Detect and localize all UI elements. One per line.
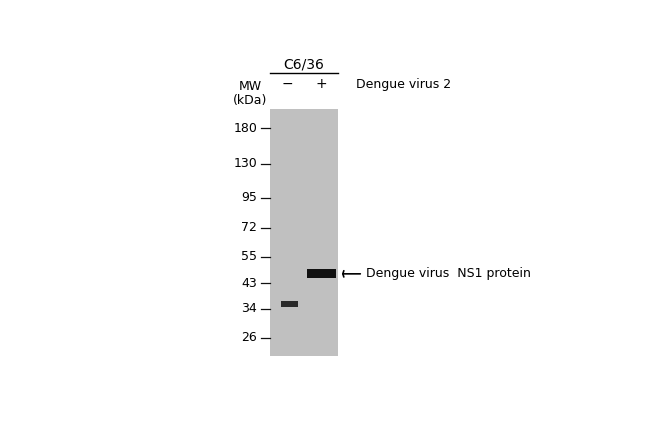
Text: 95: 95 bbox=[241, 191, 257, 204]
Text: 72: 72 bbox=[241, 221, 257, 234]
Text: 180: 180 bbox=[233, 122, 257, 135]
Text: 34: 34 bbox=[241, 303, 257, 315]
Text: 26: 26 bbox=[241, 332, 257, 344]
Bar bbox=[307, 269, 336, 279]
Text: 43: 43 bbox=[241, 277, 257, 290]
Text: +: + bbox=[315, 77, 327, 91]
Text: Dengue virus 2: Dengue virus 2 bbox=[356, 78, 451, 91]
Text: MW
(kDa): MW (kDa) bbox=[233, 80, 267, 107]
Text: C6/36: C6/36 bbox=[283, 58, 324, 72]
Bar bbox=[281, 301, 298, 307]
Text: 130: 130 bbox=[233, 157, 257, 170]
Text: 55: 55 bbox=[241, 250, 257, 263]
Text: Dengue virus  NS1 protein: Dengue virus NS1 protein bbox=[343, 268, 531, 280]
Text: −: − bbox=[281, 77, 293, 91]
